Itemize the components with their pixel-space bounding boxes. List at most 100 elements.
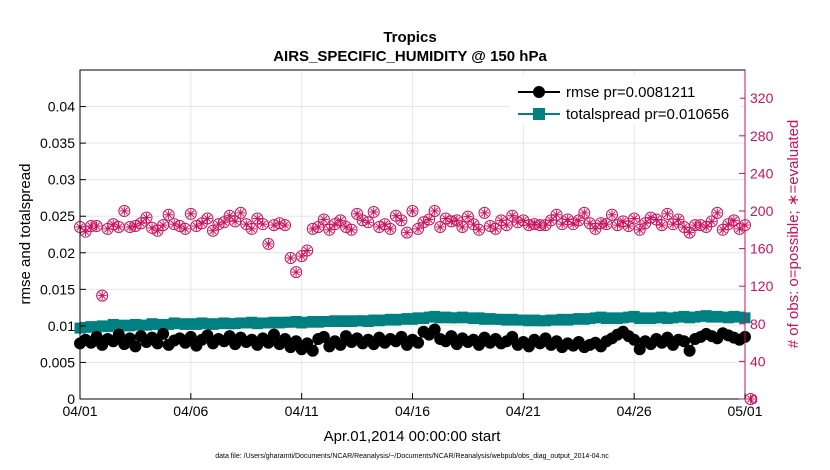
x-tick-label: 04/16 [395,403,430,419]
x-axis-label: Apr.01,2014 00:00:00 start [324,428,502,445]
obs-evaluated-point [230,216,240,226]
totalspread-point [667,312,679,324]
x-tick-label: 05/01 [727,403,762,419]
obs-possible-point [301,244,314,257]
obs-evaluated-point [518,215,528,225]
totalspread-point [423,311,435,323]
obs-evaluated-point [424,214,434,224]
totalspread-point [229,318,241,330]
obs-evaluated-point [579,208,589,218]
totalspread-point [190,318,202,330]
totalspread-point [484,313,496,325]
totalspread-point [340,315,352,327]
y2-tick-label: 40 [750,353,766,369]
obs-evaluated-point [474,225,484,235]
totalspread-point [678,310,690,322]
totalspread-point [124,320,136,332]
obs-possible-point [478,206,491,219]
obs-evaluated-point [297,251,307,261]
legend-spread-label: totalspread pr=0.010656 [566,106,729,123]
totalspread-point [551,314,563,326]
totalspread-point [706,311,718,323]
obs-evaluated-point [590,224,600,234]
obs-evaluated-point [718,225,728,235]
y2-tick-label: 320 [750,90,774,106]
obs-evaluated-point [92,221,102,231]
right-axis: 0 40 80 120 160 200 240 280 320 [739,70,774,407]
totalspread-point [318,316,330,328]
y2-tick-label: 240 [750,165,774,181]
obs-evaluated-point [496,215,506,225]
obs-evaluated-point [81,227,91,237]
totalspread-point [91,321,103,333]
obs-evaluated-point [119,206,129,216]
obs-evaluated-point [280,220,290,230]
y2-axis-label: # of obs: o=possible; ∗=evaluated [785,120,802,349]
obs-evaluated-point [319,214,329,224]
totalspread-point [540,315,551,327]
totalspread-point [251,318,263,330]
obs-evaluated-point [408,206,417,216]
totalspread-point [650,312,662,324]
obs-possible-point [384,222,397,235]
obs-possible-point [290,266,303,279]
obs-evaluated-point [236,208,246,218]
totalspread-point [567,313,579,325]
totalspread-point [312,316,324,328]
totalspread-point [639,312,651,324]
obs-evaluated-point [153,226,163,236]
obs-possible-point [245,222,258,235]
totalspread-point [135,319,147,331]
rmse-point [151,337,164,350]
obs-evaluated-point [263,239,273,249]
obs-evaluated-point [585,218,595,228]
totalspread-point [262,317,274,329]
obs-evaluated-point [685,228,695,238]
obs-possible-point [606,208,618,221]
obs-evaluated-point [657,220,667,230]
obs-evaluated-point [563,214,573,224]
totalspread-point [285,316,297,328]
obs-evaluated-point [452,215,462,225]
chart-subtitle: AIRS_SPECIFIC_HUMIDITY @ 150 hPa [273,48,547,65]
obs-possible-point [201,212,214,225]
totalspread-point [467,313,479,325]
totalspread-point [346,316,358,328]
obs-evaluated-point [668,219,678,229]
totalspread-point [517,314,529,326]
totalspread-point [268,316,280,328]
obs-evaluated-point [225,211,235,221]
totalspread-point [717,311,729,323]
totalspread-point [85,321,97,333]
totalspread-point [684,312,696,324]
obs-possible-point [118,205,131,217]
obs-evaluated-point [457,222,467,232]
totalspread-point [534,315,546,327]
obs-evaluated-point [97,291,107,301]
obs-evaluated-point [286,253,296,263]
left-axis: 0 0.005 0.01 0.015 0.02 0.025 0.03 0.035 0.04 [40,99,86,407]
y2-tick-label: 280 [750,128,774,144]
totalspread-point [246,316,258,328]
totalspread-point [102,321,114,333]
y2-tick-label: 0 [750,391,758,407]
chart-title: Tropics [383,29,436,46]
totalspread-point [506,313,518,325]
obs-possible-point [234,206,247,219]
totalspread-point [523,315,535,327]
totalspread-point [80,321,92,333]
totalspread-point [179,318,191,330]
obs-evaluated-point [446,216,456,226]
totalspread-point [562,314,574,326]
totalspread-point [545,314,557,326]
totalspread-point [201,318,213,330]
obs-evaluated-point [507,211,517,221]
totalspread-point [600,313,612,325]
obs-possible-point [317,213,330,226]
obs-evaluated-point [535,220,545,230]
obs-evaluated-point [313,222,323,232]
obs-possible-point [628,212,641,225]
totalspread-point [384,313,396,325]
x-tick-label: 04/06 [173,403,208,419]
obs-evaluated-point [546,215,556,225]
